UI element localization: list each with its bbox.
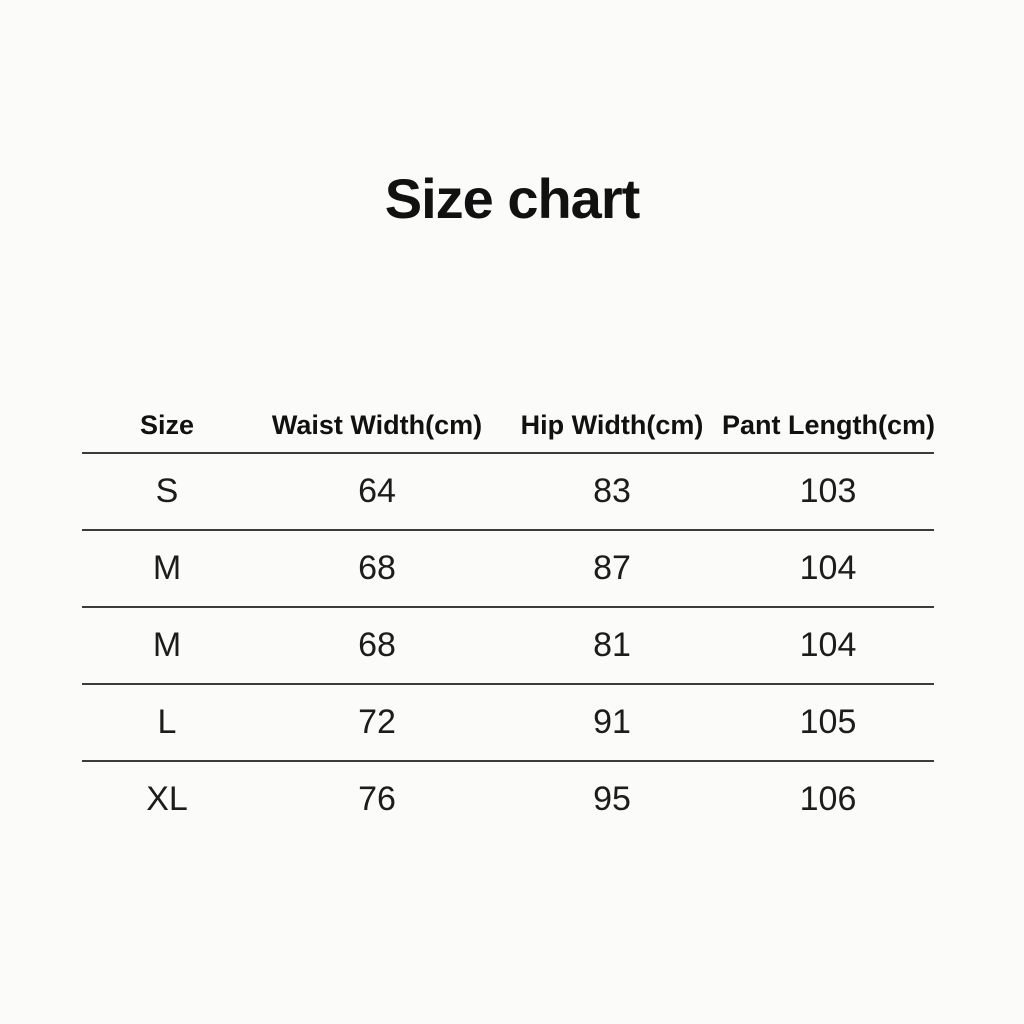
table-cell-hip: 87 (502, 530, 722, 608)
table-header-waist-width: Waist Width(cm) (252, 398, 502, 454)
table-cell-pant: 103 (722, 453, 934, 531)
table-cell-size: S (82, 453, 252, 531)
table-cell-size: M (82, 530, 252, 608)
table-header-row: Size Waist Width(cm) Hip Width(cm) Pant … (82, 398, 935, 454)
table-cell-hip: 81 (502, 607, 722, 685)
table-cell-hip: 95 (593, 780, 631, 818)
table-cell-pant: 104 (722, 530, 934, 608)
page-title: Size chart (384, 167, 641, 230)
table-cell-size: XL (146, 780, 188, 818)
table-cell-waist: 68 (252, 530, 502, 608)
table-cell-hip: 83 (502, 453, 722, 531)
size-table: Size Waist Width(cm) Hip Width(cm) Pant … (82, 398, 935, 837)
table-cell-waist: 64 (252, 453, 502, 531)
table-cell-waist: 68 (252, 607, 502, 685)
table-cell-pant: 105 (722, 684, 934, 762)
table-row: L 72 91 105 (82, 684, 934, 762)
table-row: S 64 83 103 (82, 453, 934, 531)
table-cell-pant: 106 (799, 780, 857, 818)
table-cell-hip: 91 (502, 684, 722, 762)
table-header-pant-length: Pant Length(cm) (722, 398, 935, 454)
table-header-hip-width: Hip Width(cm) (502, 398, 722, 454)
table-cell-size: L (82, 684, 252, 762)
table-cell-size: M (82, 607, 252, 685)
table-header-size: Size (82, 398, 252, 454)
table-row: M 68 87 104 (82, 530, 934, 608)
table-cell-waist: 72 (252, 684, 502, 762)
table-row: M 68 81 104 (82, 607, 934, 685)
table-row: XL 76 95 106 (82, 761, 934, 837)
table-cell-pant: 104 (722, 607, 934, 685)
table-cell-waist: 76 (358, 780, 396, 818)
